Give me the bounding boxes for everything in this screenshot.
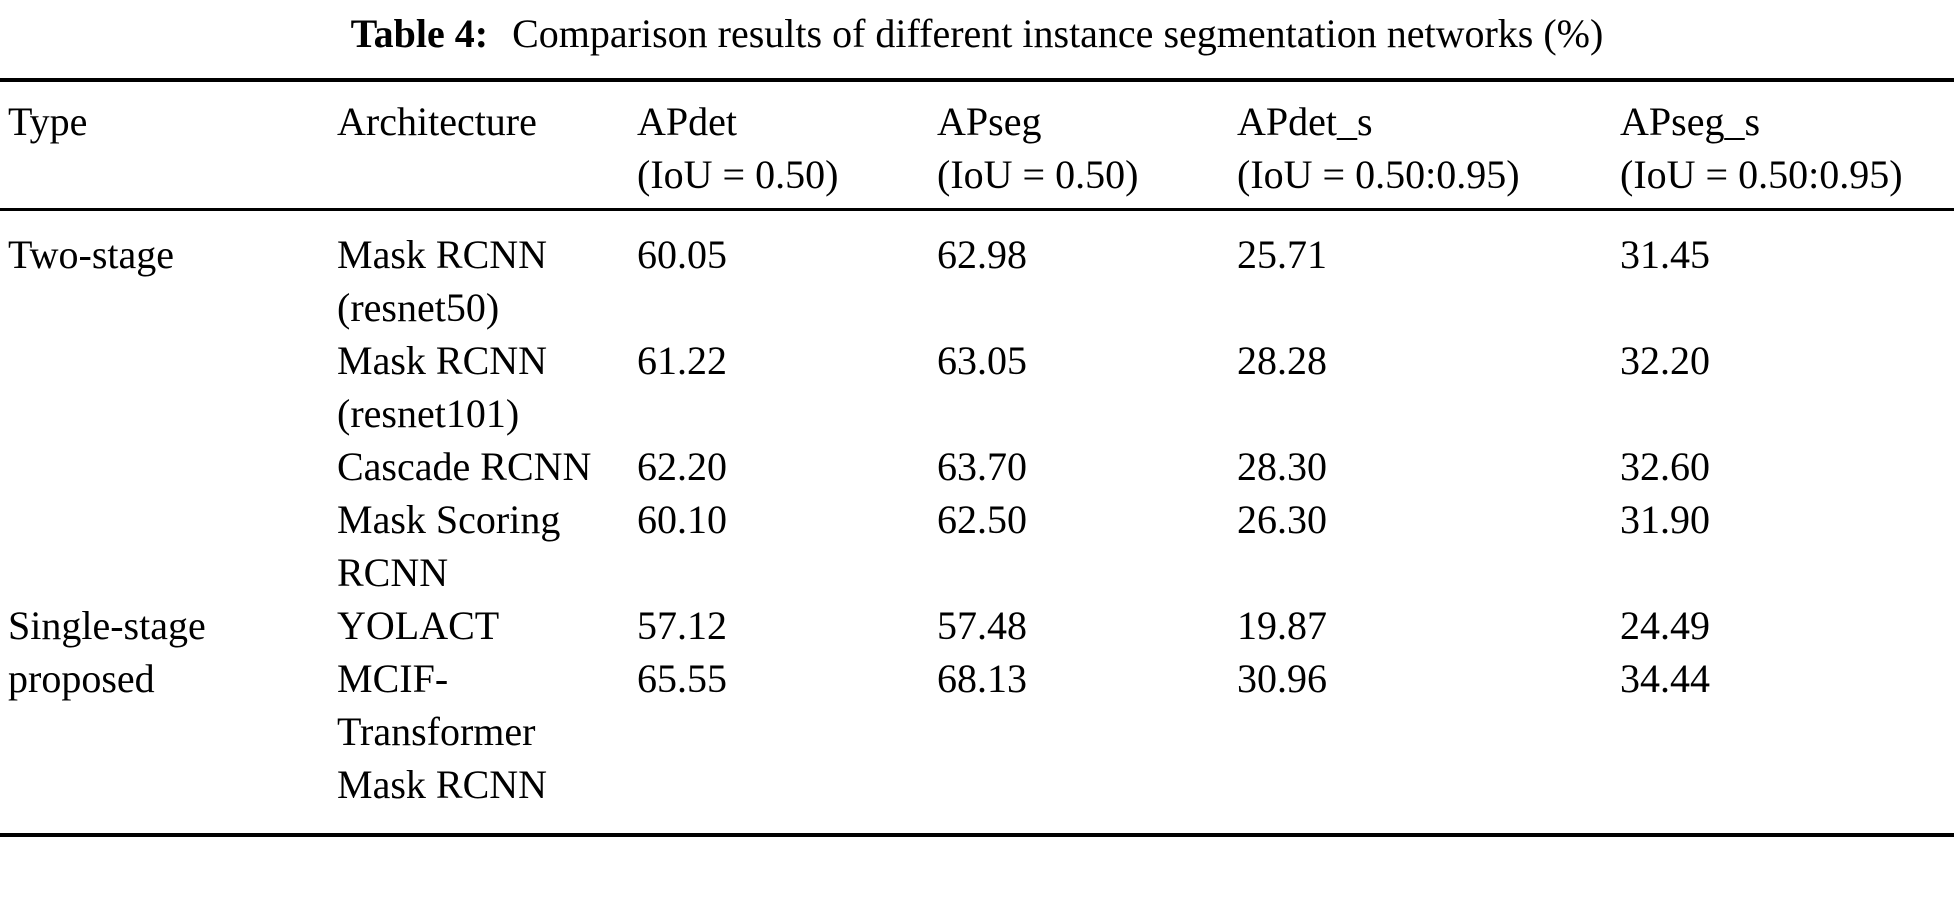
column-header-apdet-s-sub: (IoU = 0.50:0.95) (1237, 152, 1520, 197)
cell-apdet-s: 30.96 (1237, 656, 1327, 701)
cell-apseg-s: 32.20 (1620, 338, 1710, 383)
cell-type: proposed (8, 656, 155, 701)
cell-apdet-s: 25.71 (1237, 232, 1327, 277)
cell-apdet: 65.55 (637, 656, 727, 701)
cell-type (0, 440, 337, 493)
cell-apseg: 62.98 (937, 232, 1027, 277)
column-header-apseg-sub: (IoU = 0.50) (937, 152, 1139, 197)
cell-apdet: 57.12 (637, 603, 727, 648)
column-header-architecture: Architecture (337, 80, 637, 211)
header-row: Type Architecture APdet (IoU = 0.50) APs… (0, 80, 1954, 211)
column-header-apseg-s-sub: (IoU = 0.50:0.95) (1620, 152, 1903, 197)
table-header: Type Architecture APdet (IoU = 0.50) APs… (0, 80, 1954, 211)
table-caption: Table 4: Comparison results of different… (0, 8, 1954, 60)
cell-apdet: 62.20 (637, 444, 727, 489)
table-caption-text: Comparison results of different instance… (512, 11, 1604, 56)
comparison-table: Type Architecture APdet (IoU = 0.50) APs… (0, 78, 1954, 837)
cell-apseg: 63.05 (937, 338, 1027, 383)
cell-apseg-s: 32.60 (1620, 444, 1710, 489)
table-row: Mask Scoring RCNN 60.10 62.50 26.30 31.9… (0, 493, 1954, 599)
cell-type: Single-stage (8, 603, 206, 648)
column-header-apseg-label: APseg (937, 99, 1042, 144)
cell-apdet: 60.10 (637, 497, 727, 542)
table-caption-label: Table 4: (350, 11, 489, 56)
cell-apseg: 57.48 (937, 603, 1027, 648)
cell-apdet-s: 19.87 (1237, 603, 1327, 648)
column-header-type: Type (0, 80, 337, 211)
table-row: Mask RCNN (resnet101) 61.22 63.05 28.28 … (0, 334, 1954, 440)
cell-apseg-s: 31.45 (1620, 232, 1710, 277)
cell-architecture: MCIF-Transformer Mask RCNN (337, 656, 548, 807)
cell-apseg: 68.13 (937, 656, 1027, 701)
cell-apdet-s: 28.30 (1237, 444, 1327, 489)
cell-apdet: 60.05 (637, 232, 727, 277)
column-header-apseg: APseg (IoU = 0.50) (937, 80, 1237, 211)
cell-type (0, 334, 337, 440)
cell-architecture: Mask Scoring RCNN (337, 497, 561, 595)
table-row: Cascade RCNN 62.20 63.70 28.30 32.60 (0, 440, 1954, 493)
column-header-apdet: APdet (IoU = 0.50) (637, 80, 937, 211)
column-header-apdet-sub: (IoU = 0.50) (637, 152, 839, 197)
column-header-type-label: Type (8, 99, 88, 144)
cell-architecture: YOLACT (337, 603, 500, 648)
cell-apdet: 61.22 (637, 338, 727, 383)
cell-architecture: Mask RCNN (resnet50) (337, 232, 548, 330)
cell-apseg-s: 34.44 (1620, 656, 1710, 701)
table-row: Two-stage Mask RCNN (resnet50) 60.05 62.… (0, 210, 1954, 335)
cell-apseg-s: 31.90 (1620, 497, 1710, 542)
cell-apseg: 62.50 (937, 497, 1027, 542)
cell-architecture: Mask RCNN (resnet101) (337, 338, 548, 436)
column-header-apseg-s-label: APseg_s (1620, 99, 1761, 144)
cell-architecture: Cascade RCNN (337, 444, 592, 489)
cell-type (0, 493, 337, 599)
column-header-apdet-s-label: APdet_s (1237, 99, 1373, 144)
table-row: proposed MCIF-Transformer Mask RCNN 65.5… (0, 652, 1954, 835)
table-body: Two-stage Mask RCNN (resnet50) 60.05 62.… (0, 210, 1954, 836)
cell-apseg-s: 24.49 (1620, 603, 1710, 648)
cell-type: Two-stage (8, 232, 175, 277)
column-header-apdet-label: APdet (637, 99, 737, 144)
column-header-apdet-s: APdet_s (IoU = 0.50:0.95) (1237, 80, 1620, 211)
table-row: Single-stage YOLACT 57.12 57.48 19.87 24… (0, 599, 1954, 652)
cell-apdet-s: 26.30 (1237, 497, 1327, 542)
cell-apseg: 63.70 (937, 444, 1027, 489)
cell-apdet-s: 28.28 (1237, 338, 1327, 383)
column-header-apseg-s: APseg_s (IoU = 0.50:0.95) (1620, 80, 1954, 211)
column-header-architecture-label: Architecture (337, 99, 537, 144)
